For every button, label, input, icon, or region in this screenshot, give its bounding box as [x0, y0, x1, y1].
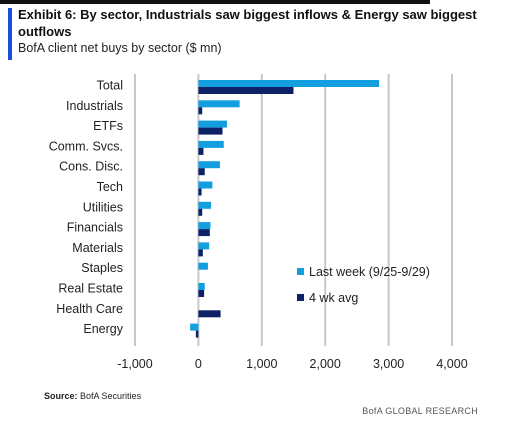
bar-last-week [198, 201, 212, 209]
x-tick-label: 1,000 [246, 357, 277, 371]
bar-last-week [198, 222, 211, 230]
category-label: Industrials [66, 99, 123, 113]
bar-last-week [198, 140, 224, 148]
category-label: Health Care [56, 302, 123, 316]
bar-last-week [198, 242, 210, 250]
legend-swatch [297, 294, 304, 301]
bar-last-week [190, 323, 199, 331]
legend-label: Last week (9/25-9/29) [309, 265, 430, 279]
bar-4wk-avg [198, 168, 205, 176]
source-label: Source: [44, 391, 78, 401]
category-label: Materials [72, 241, 123, 255]
bar-4wk-avg [198, 188, 202, 196]
bar-4wk-avg [198, 290, 205, 297]
x-tick-label: -1,000 [117, 357, 152, 371]
x-tick-label: 2,000 [310, 357, 341, 371]
bar-last-week [198, 80, 380, 87]
category-label: Utilities [83, 200, 123, 214]
bar-last-week [198, 262, 208, 270]
category-label: ETFs [93, 119, 123, 133]
bar-4wk-avg [198, 87, 294, 94]
category-label: Energy [83, 322, 123, 336]
bar-4wk-avg [198, 249, 203, 257]
category-label: Financials [67, 221, 123, 235]
x-tick-label: 4,000 [436, 357, 467, 371]
source-text: BofA Securities [80, 391, 142, 401]
bar-last-week [198, 161, 220, 169]
legend-swatch [297, 268, 304, 275]
bar-4wk-avg [198, 107, 203, 115]
title-accent-bar [8, 8, 12, 60]
category-label: Tech [97, 180, 123, 194]
category-label: Total [97, 79, 123, 93]
bar-4wk-avg [198, 208, 203, 216]
x-tick-label: 3,000 [373, 357, 404, 371]
bar-last-week [198, 283, 205, 290]
chart-subtitle: BofA client net buys by sector ($ mn) [18, 41, 222, 55]
chart-title: Exhibit 6: By sector, Industrials saw bi… [18, 7, 477, 39]
category-label: Real Estate [58, 282, 123, 296]
brand-footer: BofA GLOBAL RESEARCH [362, 406, 478, 416]
legend-label: 4 wk avg [309, 291, 358, 305]
source-note: Source: BofA Securities [44, 391, 141, 401]
category-label: Staples [81, 261, 123, 275]
bar-4wk-avg [198, 147, 204, 155]
x-tick-label: 0 [195, 357, 202, 371]
bar-4wk-avg [198, 229, 210, 237]
bar-4wk-avg [198, 127, 223, 135]
category-label: Comm. Svcs. [49, 139, 123, 153]
bar-4wk-avg [195, 330, 199, 338]
bar-4wk-avg [198, 310, 221, 318]
category-label: Cons. Disc. [59, 160, 123, 174]
bar-last-week [198, 100, 240, 108]
cropped-header-strip [0, 0, 430, 4]
bar-last-week [198, 120, 227, 128]
bar-last-week [198, 181, 213, 189]
